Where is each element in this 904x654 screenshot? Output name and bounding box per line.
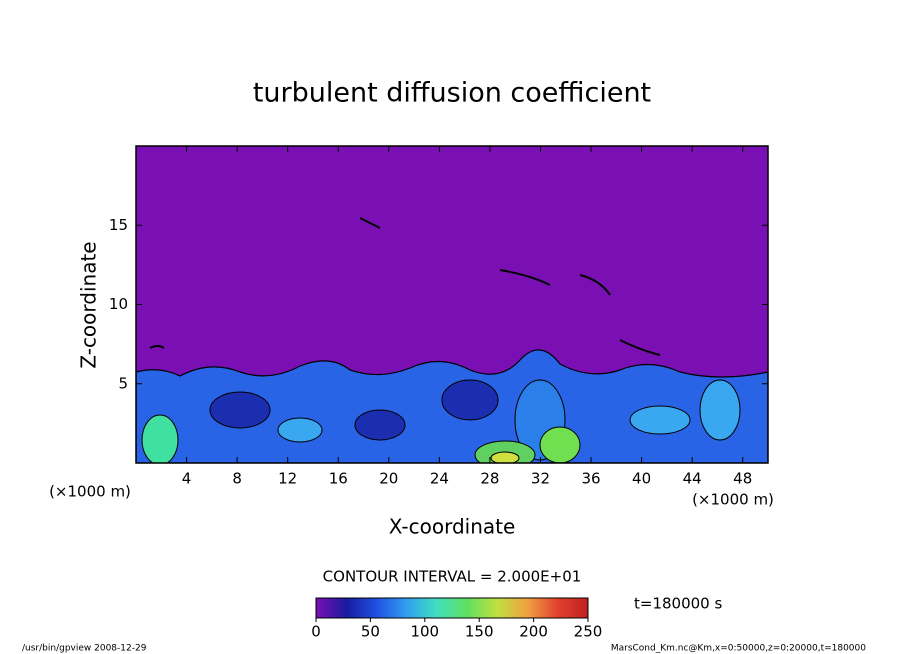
colorbar-tick-label: 200 xyxy=(519,623,548,641)
y-tick-label: 5 xyxy=(118,374,128,392)
colorbar-tick-label: 250 xyxy=(574,623,603,641)
y-tick-label: 15 xyxy=(109,216,128,234)
x-tick-label: 24 xyxy=(430,470,449,488)
y-tick-label: 10 xyxy=(109,295,128,313)
y-unit: (×1000 m) xyxy=(49,483,131,501)
colorbar xyxy=(315,597,589,619)
x-tick-label: 40 xyxy=(632,470,651,488)
x-tick-label: 44 xyxy=(683,470,702,488)
colorbar-tick-label: 0 xyxy=(311,623,321,641)
colorbar-tick-label: 150 xyxy=(465,623,494,641)
x-tick-label: 8 xyxy=(232,470,242,488)
x-tick-label: 48 xyxy=(733,470,752,488)
chart-title: turbulent diffusion coefficient xyxy=(253,78,651,109)
x-tick-label: 28 xyxy=(480,470,499,488)
x-tick-label: 36 xyxy=(581,470,600,488)
x-tick-label: 20 xyxy=(379,470,398,488)
contour-field xyxy=(136,146,768,463)
colorbar-tick-label: 50 xyxy=(361,623,380,641)
x-tick-label: 32 xyxy=(531,470,550,488)
x-axis-label: X-coordinate xyxy=(389,515,516,539)
colorbar-tick-label: 100 xyxy=(410,623,439,641)
y-axis-label: Z-coordinate xyxy=(77,241,101,368)
x-tick-label: 12 xyxy=(278,470,297,488)
x-tick-label: 4 xyxy=(182,470,192,488)
footer-right: MarsCond_Km.nc@Km,x=0:50000,z=0:20000,t=… xyxy=(611,644,866,654)
time-note: t=180000 s xyxy=(634,595,722,613)
x-tick-label: 16 xyxy=(329,470,348,488)
contour-interval: CONTOUR INTERVAL = 2.000E+01 xyxy=(323,568,582,586)
footer-left: /usr/bin/gpview 2008-12-29 xyxy=(22,644,147,654)
x-unit: (×1000 m) xyxy=(692,491,774,509)
